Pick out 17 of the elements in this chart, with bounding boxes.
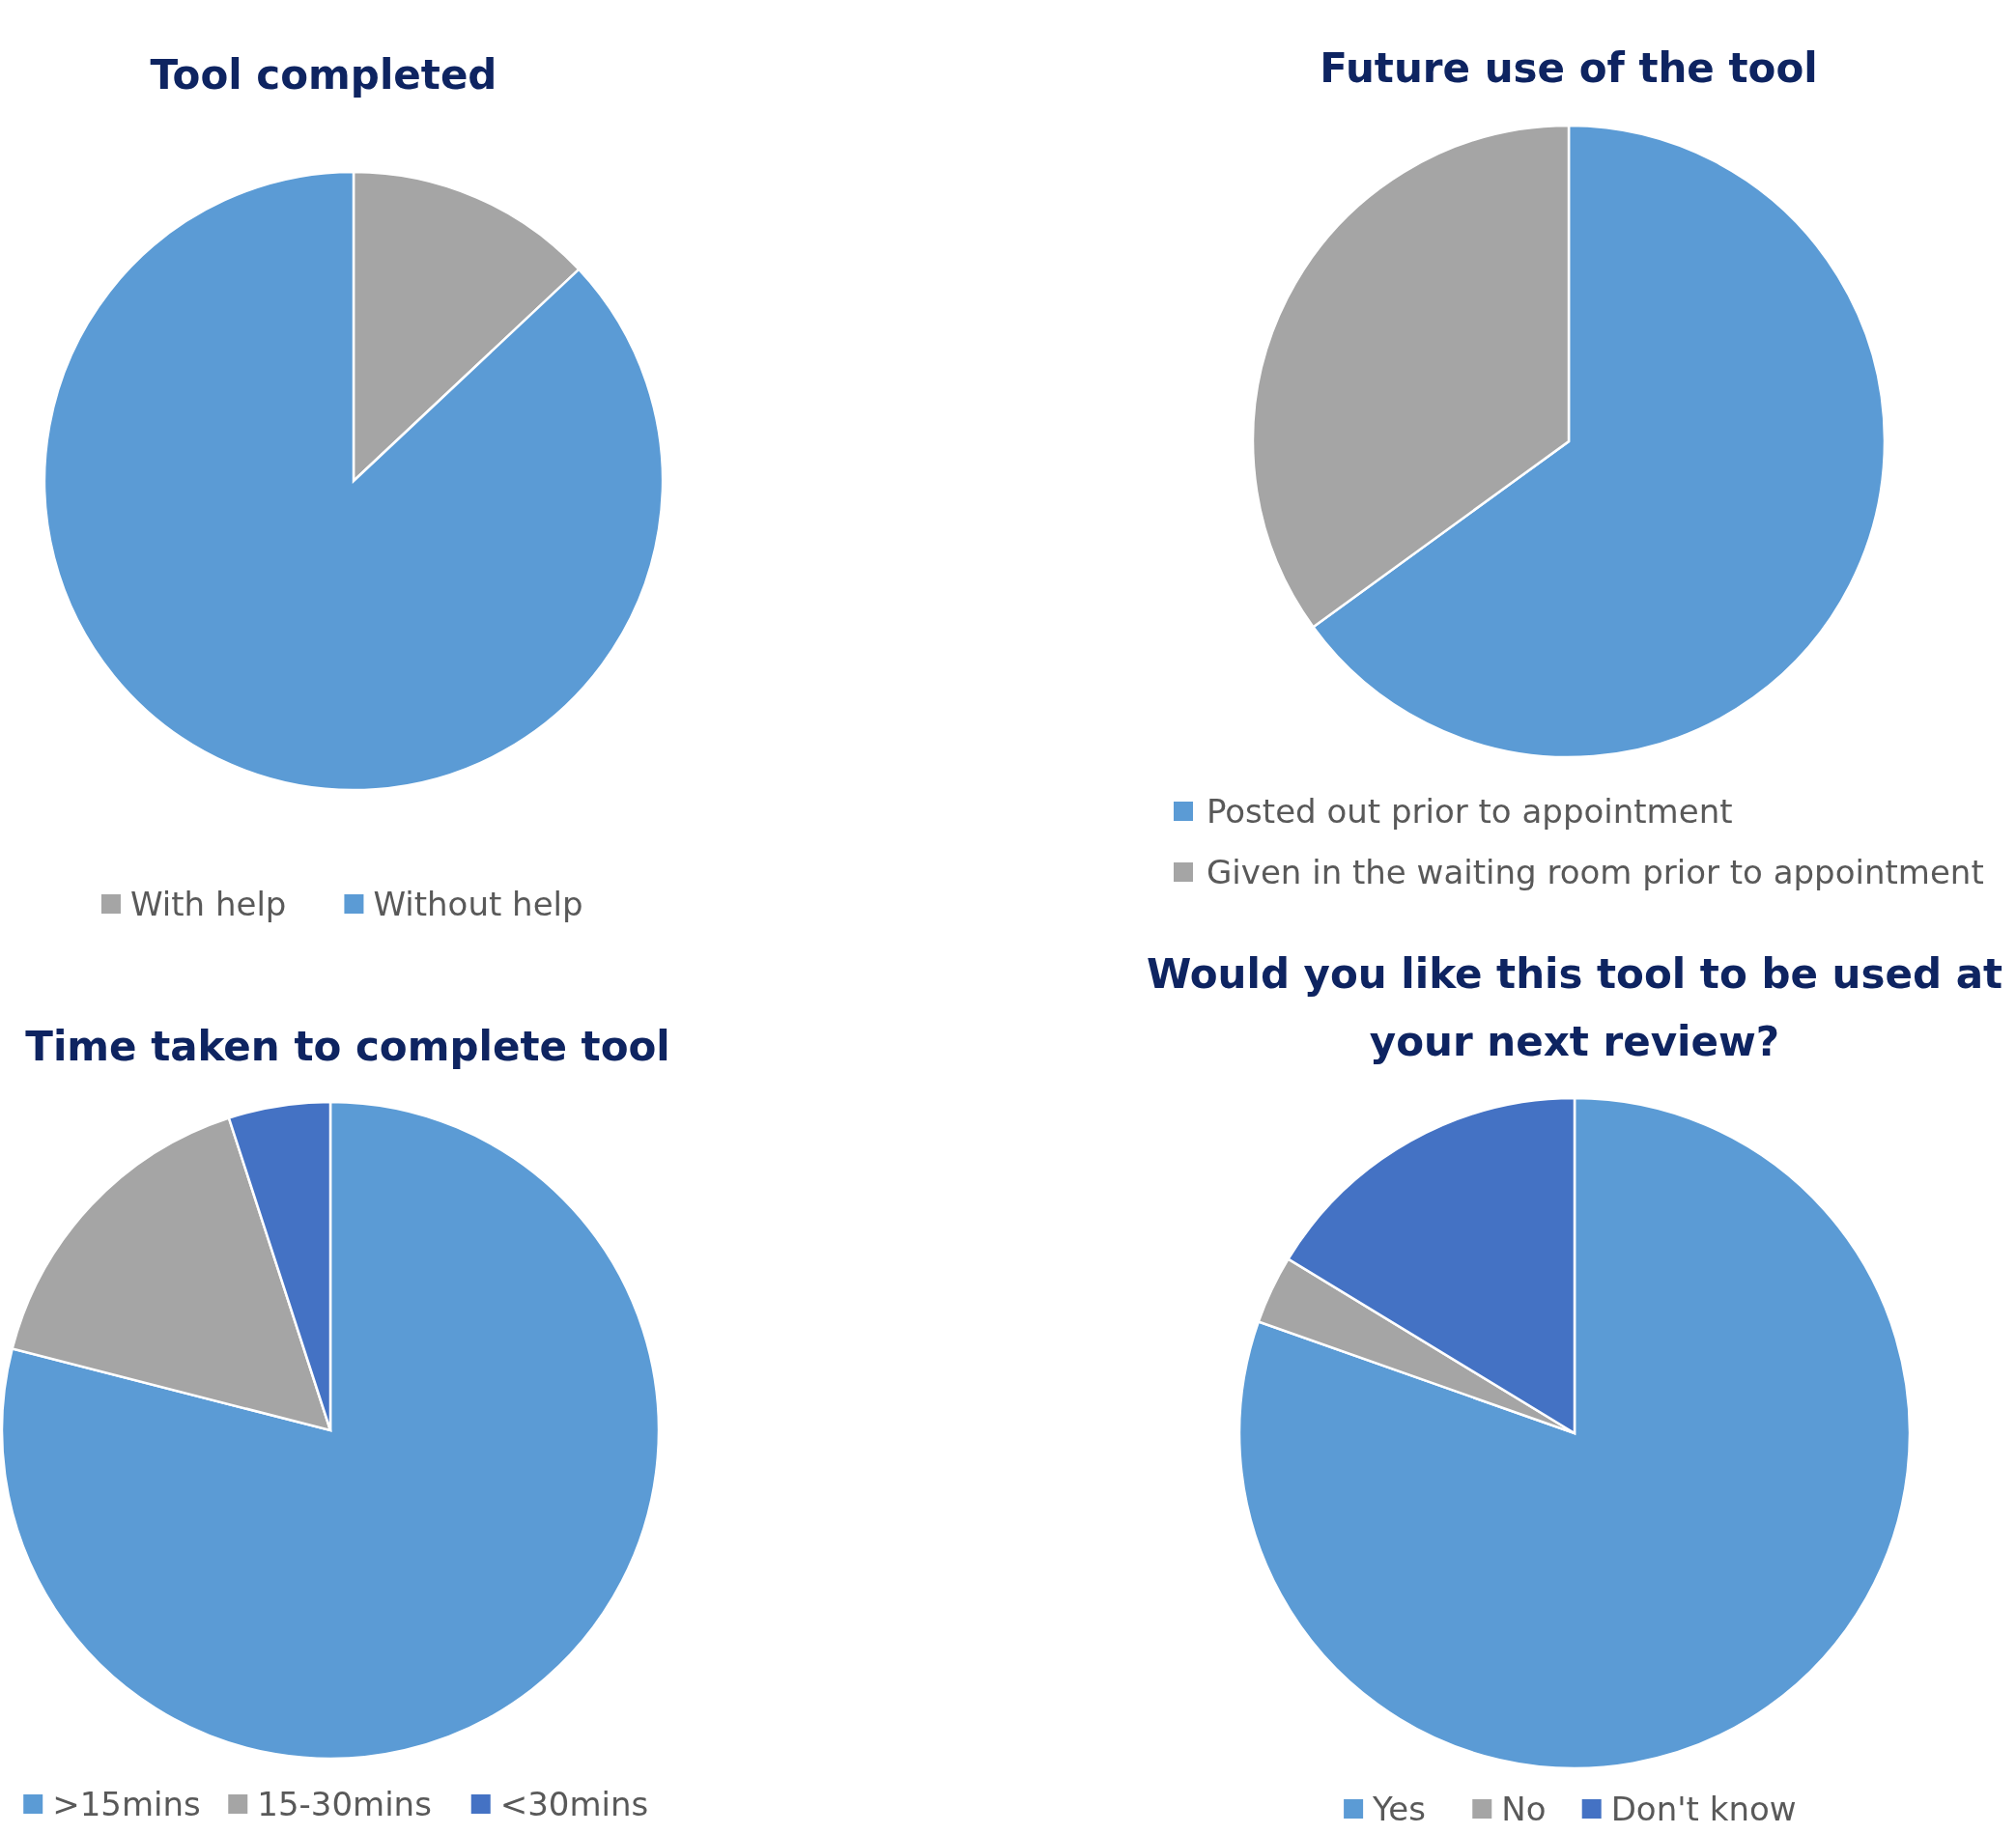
pie-slice	[0, 1100, 660, 1760]
legend-label: No	[1501, 1790, 1547, 1828]
legend-label: With help	[129, 885, 287, 923]
legend-label: <30mins	[499, 1785, 649, 1823]
chart-title: Time taken to complete tool	[25, 1023, 670, 1070]
pie-slice	[1238, 1096, 1912, 1770]
legend-label: Don't know	[1610, 1790, 1797, 1828]
chart-title: Tool completed	[150, 51, 497, 99]
chart-title: Would you like this tool to be used at your next review?	[1146, 950, 2003, 1065]
pie-slice	[43, 170, 665, 792]
legend-label: Given in the waiting room prior to appointment	[1207, 853, 1984, 891]
legend-label: Yes	[1372, 1790, 1426, 1828]
legend-label: Posted out prior to appointment	[1207, 792, 1733, 831]
chart-title: Future use of the tool	[1320, 44, 1818, 92]
legend-label: Without help	[373, 885, 583, 923]
legend-label: >15mins	[52, 1785, 201, 1823]
legend-label: 15-30mins	[257, 1785, 432, 1823]
